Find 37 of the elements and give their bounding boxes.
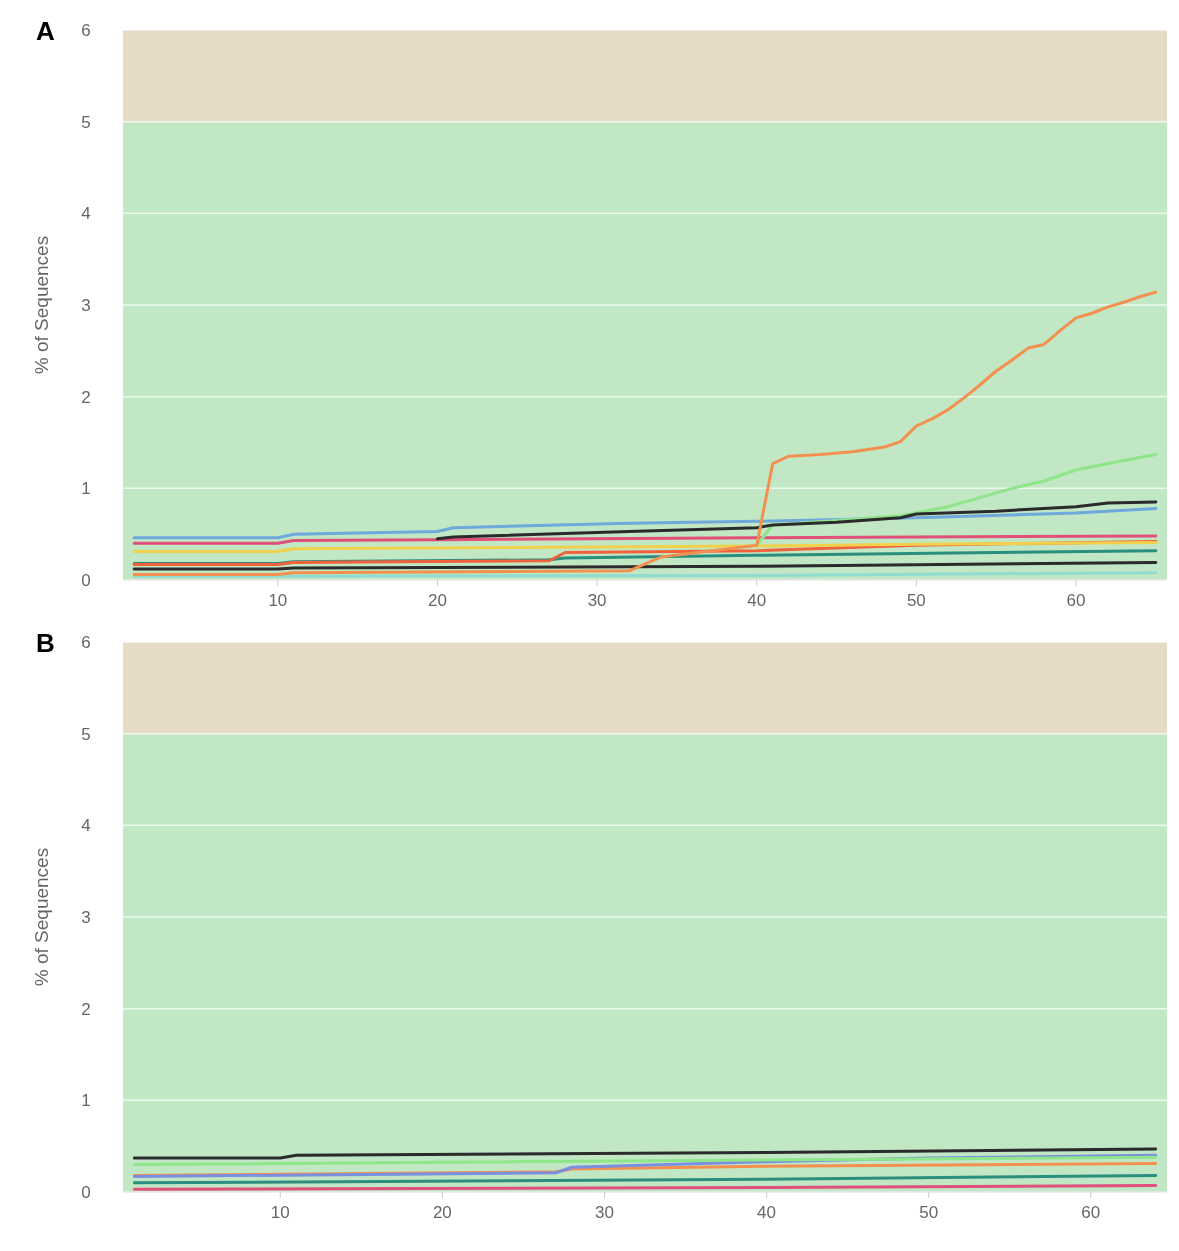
- x-tick-label: 20: [428, 591, 447, 610]
- x-tick-label: 40: [757, 1203, 777, 1222]
- y-tick-label: 6: [81, 632, 91, 652]
- x-tick-label: 50: [919, 1203, 939, 1222]
- y-tick-label: 6: [81, 20, 91, 40]
- line-series: [132, 1147, 1158, 1160]
- x-tick-label: 10: [270, 1203, 290, 1222]
- y-tick-label: 3: [81, 907, 91, 927]
- line-series: [132, 290, 1158, 576]
- chart-title: B: [36, 628, 55, 658]
- x-tick-label: 10: [268, 591, 288, 610]
- x-tick-label: 20: [432, 1203, 452, 1222]
- x-tick-label: 60: [1066, 591, 1086, 610]
- x-tick-label: 30: [595, 1203, 614, 1222]
- y-tick-label: 2: [81, 387, 91, 407]
- chart-title: A: [36, 16, 55, 46]
- x-tick-label: 30: [587, 591, 607, 610]
- line-series: [132, 507, 1158, 540]
- line-series: [132, 540, 1158, 554]
- y-tick-label: 1: [81, 1091, 91, 1111]
- line-series: [435, 500, 1158, 541]
- y-axis-title: % of Sequences: [31, 847, 52, 987]
- y-tick-label: 0: [81, 1182, 91, 1202]
- x-tick-label: 40: [747, 591, 767, 610]
- x-tick-label: 60: [1081, 1203, 1101, 1222]
- y-tick-label: 5: [81, 724, 91, 744]
- y-axis-title: % of Sequences: [31, 235, 52, 375]
- line-series: [132, 561, 1158, 571]
- y-tick-label: 1: [81, 479, 91, 499]
- y-tick-label: 4: [81, 816, 91, 836]
- x-tick-label: 50: [906, 591, 926, 610]
- line-series: [132, 534, 1158, 545]
- y-tick-label: 5: [81, 112, 91, 132]
- y-tick-label: 2: [81, 999, 91, 1019]
- y-tick-label: 0: [81, 570, 91, 590]
- y-tick-label: 3: [81, 295, 91, 315]
- y-tick-label: 4: [81, 204, 91, 224]
